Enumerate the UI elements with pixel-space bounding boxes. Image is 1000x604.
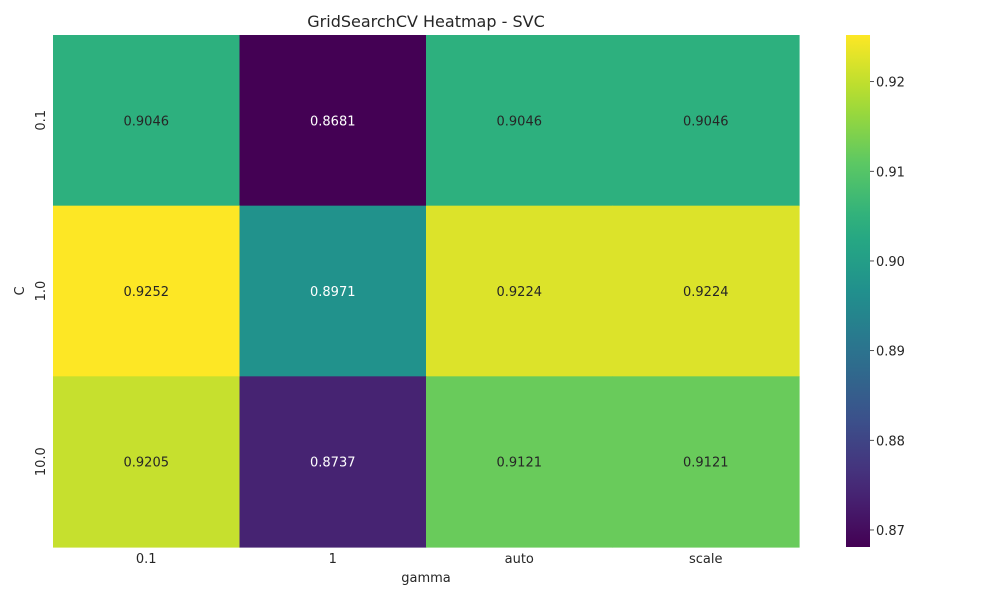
- heatmap-cells: [53, 35, 800, 548]
- heatmap-cell-labels: 0.9046 0.8681 0.9046 0.9046 0.9252 0.8971 0.92…: [124, 114, 729, 470]
- heatmap-cell-label: 0.8971: [310, 285, 356, 300]
- y-axis-label: C: [13, 286, 28, 295]
- colorbar-tick-label: 0.90: [876, 255, 905, 270]
- heatmap-cell: [239, 376, 427, 548]
- y-tick-label: 10.0: [34, 447, 49, 476]
- heatmap-cell-label: 0.8737: [310, 456, 356, 471]
- colorbar-ticks: 0.87 0.88 0.89 0.90 0.91 0.92: [870, 76, 905, 539]
- heatmap-cell-label: 0.9046: [497, 114, 543, 129]
- colorbar-tick-label: 0.89: [876, 345, 905, 360]
- colorbar: [846, 35, 870, 547]
- colorbar-tick-label: 0.87: [876, 524, 905, 539]
- heatmap-cell: [53, 376, 241, 548]
- y-tick-label: 1.0: [34, 281, 49, 302]
- heatmap-cell: [612, 376, 800, 548]
- heatmap-cell-label: 0.9046: [124, 114, 170, 129]
- x-tick-label: scale: [689, 552, 723, 567]
- heatmap-cell: [426, 376, 614, 548]
- x-axis-ticks: 0.1 1 auto scale: [136, 552, 723, 567]
- chart-title: GridSearchCV Heatmap - SVC: [307, 12, 544, 31]
- heatmap-cell: [53, 35, 241, 207]
- heatmap-cell-label: 0.9224: [683, 285, 729, 300]
- colorbar-tick-label: 0.92: [876, 76, 905, 91]
- heatmap-cell-label: 0.8681: [310, 114, 356, 129]
- colorbar-tick-label: 0.91: [876, 165, 905, 180]
- y-tick-label: 0.1: [34, 110, 49, 131]
- heatmap-cell: [612, 35, 800, 207]
- heatmap-cell-label: 0.9224: [497, 285, 543, 300]
- x-tick-label: 1: [329, 552, 337, 567]
- heatmap-cell: [426, 205, 614, 377]
- colorbar-tick-label: 0.88: [876, 434, 905, 449]
- heatmap-cell-label: 0.9121: [497, 456, 543, 471]
- heatmap-cell-label: 0.9046: [683, 114, 729, 129]
- heatmap-cell-label: 0.9205: [124, 456, 170, 471]
- heatmap-cell-label: 0.9252: [124, 285, 170, 300]
- heatmap-cell-label: 0.9121: [683, 456, 729, 471]
- x-axis-label: gamma: [401, 571, 451, 586]
- x-tick-label: 0.1: [136, 552, 157, 567]
- x-tick-label: auto: [505, 552, 534, 567]
- heatmap-cell: [426, 35, 614, 207]
- heatmap-cell: [239, 35, 427, 207]
- heatmap-cell: [53, 205, 241, 377]
- heatmap-cell: [612, 205, 800, 377]
- y-axis-ticks: 0.1 1.0 10.0: [34, 110, 49, 476]
- heatmap-cell: [239, 205, 427, 377]
